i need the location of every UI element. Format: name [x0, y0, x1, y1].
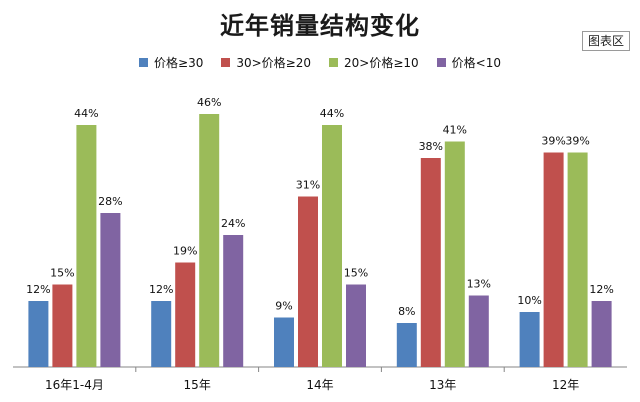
data-label-2-2: 44% [320, 107, 344, 120]
bar-0-2 [76, 125, 97, 367]
bar-3-1 [420, 158, 441, 367]
data-label-4-0: 10% [517, 294, 541, 307]
bar-3-2 [444, 141, 465, 367]
legend-label-3: 价格<10 [451, 56, 501, 70]
legend-swatch-0 [139, 58, 149, 67]
bar-2-0 [274, 317, 294, 367]
chart-area-label: 图表区 [581, 31, 630, 51]
data-label-0-3: 28% [98, 195, 122, 208]
data-label-1-0: 12% [149, 283, 173, 296]
bar-3-3 [468, 295, 489, 367]
legend-item-series-1: 30>价格≥20 [221, 54, 311, 71]
bar-2-3 [346, 284, 366, 367]
data-label-2-0: 9% [275, 300, 292, 313]
bar-0-0 [28, 301, 49, 367]
data-label-0-0: 12% [26, 283, 50, 296]
chart-title: 近年销量结构变化 [220, 12, 420, 40]
bar-1-2 [199, 114, 220, 367]
bar-1-1 [175, 262, 196, 367]
bar-4-0 [519, 312, 540, 367]
bar-0-1 [52, 284, 73, 367]
legend-swatch-2 [329, 58, 338, 67]
data-label-4-2: 39% [565, 135, 589, 148]
bar-1-0 [151, 301, 172, 367]
legend-label-1: 30>价格≥20 [236, 56, 311, 70]
bar-2-1 [298, 196, 318, 367]
data-label-0-2: 44% [74, 107, 98, 120]
legend-label-0: 价格≥30 [154, 56, 204, 70]
x-tick-label-3: 13年 [429, 378, 456, 392]
x-tick-label-2: 14年 [306, 378, 333, 392]
data-label-3-3: 13% [467, 278, 491, 291]
bar-1-3 [223, 235, 244, 367]
bar-0-3 [100, 213, 121, 367]
legend-label-2: 20>价格≥10 [344, 56, 419, 70]
x-tick-label-1: 15年 [184, 378, 211, 392]
legend: 价格≥30 30>价格≥20 20>价格≥10 价格<10 [0, 54, 640, 71]
legend-item-series-2: 20>价格≥10 [329, 54, 419, 71]
bar-3-0 [396, 323, 417, 367]
data-label-2-3: 15% [344, 267, 368, 280]
data-label-1-2: 46% [197, 96, 221, 109]
data-label-1-3: 24% [221, 217, 245, 230]
data-label-1-1: 19% [173, 245, 197, 258]
data-label-3-2: 41% [443, 124, 467, 137]
legend-item-series-0: 价格≥30 [139, 54, 203, 71]
bar-2-2 [322, 125, 342, 367]
data-label-2-1: 31% [296, 179, 320, 192]
x-tick-label-0: 16年1-4月 [45, 378, 104, 392]
data-label-3-0: 8% [398, 305, 415, 318]
bar-4-1 [543, 152, 564, 367]
data-label-4-1: 39% [541, 135, 565, 148]
legend-item-series-3: 价格<10 [436, 54, 501, 71]
legend-swatch-1 [221, 58, 231, 67]
data-label-3-1: 38% [419, 140, 443, 153]
data-label-4-3: 12% [589, 283, 613, 296]
bar-4-2 [567, 152, 588, 367]
legend-swatch-3 [436, 58, 446, 67]
x-tick-label-4: 12年 [552, 378, 579, 392]
data-label-0-1: 15% [50, 267, 74, 280]
bar-4-3 [591, 301, 612, 367]
